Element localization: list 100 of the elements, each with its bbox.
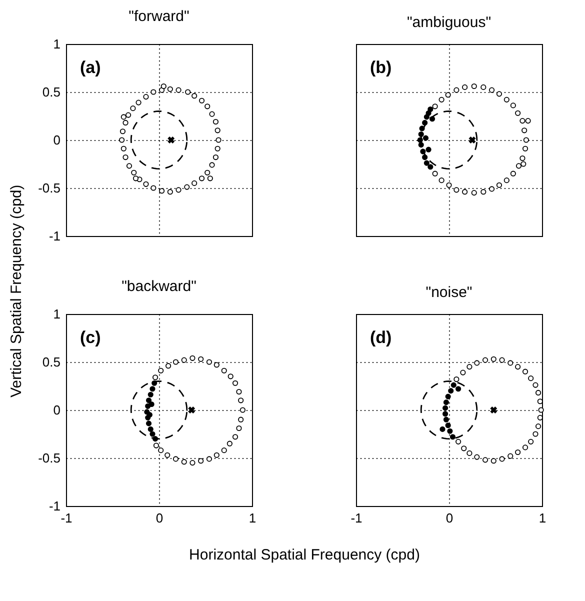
point xyxy=(198,458,204,464)
point xyxy=(438,178,444,184)
point xyxy=(185,89,191,95)
point xyxy=(214,146,220,152)
chart-title: "noise" xyxy=(426,284,472,301)
annotation: (d) xyxy=(370,328,392,347)
point xyxy=(146,398,152,404)
y-tick-label: 0 xyxy=(53,402,60,418)
point xyxy=(181,459,187,465)
point xyxy=(528,438,534,444)
point xyxy=(515,449,521,456)
point xyxy=(198,176,205,182)
point xyxy=(474,360,480,366)
point xyxy=(214,362,220,368)
point xyxy=(438,96,444,102)
point xyxy=(119,137,125,143)
point xyxy=(148,401,154,408)
point xyxy=(131,170,137,176)
point xyxy=(214,452,220,458)
point xyxy=(508,453,514,459)
point xyxy=(488,186,495,192)
annotation: (a) xyxy=(80,58,101,77)
point xyxy=(460,370,466,376)
point xyxy=(537,414,543,420)
point xyxy=(535,424,542,430)
point xyxy=(520,118,526,124)
point xyxy=(216,137,222,143)
point xyxy=(158,448,164,454)
point xyxy=(480,84,486,90)
x-tick-label: 1 xyxy=(538,510,546,526)
point xyxy=(446,182,452,188)
point xyxy=(443,416,450,422)
point xyxy=(418,142,424,148)
point xyxy=(525,118,531,124)
point xyxy=(456,386,462,392)
point xyxy=(167,189,173,195)
point xyxy=(523,137,529,143)
point xyxy=(422,154,428,160)
annotation: (b) xyxy=(370,58,392,77)
chart-title: "backward" xyxy=(122,278,196,295)
point xyxy=(192,93,198,99)
point xyxy=(432,104,438,110)
point xyxy=(520,161,526,167)
point xyxy=(206,359,212,365)
point xyxy=(184,184,190,190)
point xyxy=(166,363,172,369)
point xyxy=(150,185,156,191)
point xyxy=(522,444,528,450)
point xyxy=(496,91,502,97)
point xyxy=(232,434,238,440)
point xyxy=(198,356,204,362)
point xyxy=(150,89,156,95)
point xyxy=(236,425,242,432)
point xyxy=(130,106,136,112)
y-tick-label: -0.5 xyxy=(38,180,60,196)
y-tick-label: 1 xyxy=(53,306,60,322)
x-tick-label: 0 xyxy=(156,510,164,526)
point xyxy=(447,428,453,434)
point xyxy=(450,434,456,440)
point xyxy=(522,368,528,374)
point xyxy=(148,392,154,398)
point xyxy=(462,189,468,195)
point xyxy=(238,416,244,422)
point xyxy=(204,170,210,176)
point xyxy=(450,382,456,388)
point xyxy=(442,405,448,411)
point xyxy=(150,386,156,392)
point xyxy=(466,450,472,456)
point xyxy=(499,456,505,462)
point xyxy=(120,114,126,120)
y-tick-label: 0.5 xyxy=(42,354,60,370)
point xyxy=(126,112,132,118)
point xyxy=(466,364,472,370)
chart-title: "ambiguous" xyxy=(406,14,492,31)
point xyxy=(126,163,132,169)
point xyxy=(214,128,220,134)
point xyxy=(474,454,480,460)
point xyxy=(456,438,462,444)
point xyxy=(471,190,477,196)
point xyxy=(445,394,451,400)
point xyxy=(488,87,495,93)
chart-title: "forward" xyxy=(128,8,190,25)
point xyxy=(204,104,210,110)
x-axis-title: Horizontal Spatial Frequency (cpd) xyxy=(189,546,420,564)
point xyxy=(442,411,448,417)
point xyxy=(232,380,238,386)
point xyxy=(122,120,128,126)
point xyxy=(510,170,516,176)
point xyxy=(167,86,173,92)
point xyxy=(236,388,242,395)
y-tick-label: 0 xyxy=(53,132,60,148)
point xyxy=(520,155,526,162)
point xyxy=(132,176,139,182)
point xyxy=(428,164,434,170)
y-axis-title: Vertical Spatial Frequency (cpd) xyxy=(8,184,26,398)
point xyxy=(448,388,454,394)
point xyxy=(482,457,488,463)
point xyxy=(146,420,152,426)
y-tick-label: 1 xyxy=(53,36,60,52)
point xyxy=(490,406,498,414)
